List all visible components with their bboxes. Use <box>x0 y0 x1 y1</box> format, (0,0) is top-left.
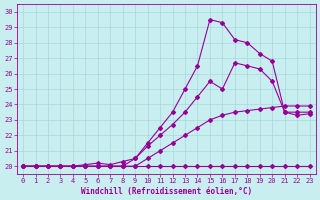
X-axis label: Windchill (Refroidissement éolien,°C): Windchill (Refroidissement éolien,°C) <box>81 187 252 196</box>
